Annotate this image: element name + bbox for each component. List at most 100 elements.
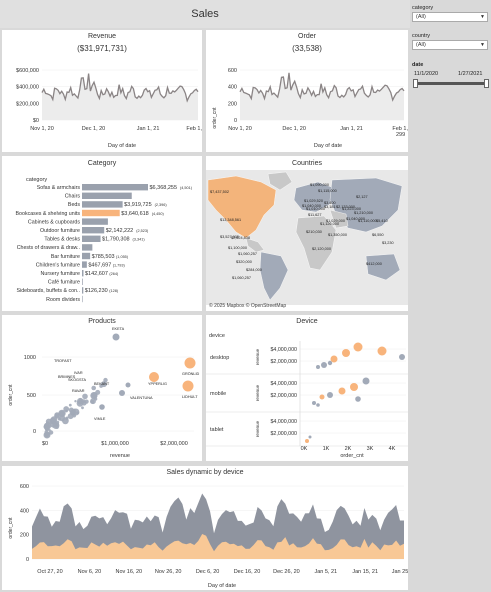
category-row-label[interactable]: Room dividers — [46, 297, 80, 303]
product-dot[interactable] — [50, 416, 58, 423]
product-dot[interactable] — [45, 421, 50, 426]
device-bubble[interactable] — [399, 354, 405, 360]
category-row-label[interactable]: Chairs — [65, 194, 81, 200]
product-dot[interactable] — [44, 427, 49, 431]
device-bubble[interactable] — [319, 394, 325, 400]
product-dot[interactable] — [125, 382, 131, 388]
category-row-label[interactable]: Beds — [68, 202, 80, 208]
product-dot[interactable] — [56, 420, 60, 424]
product-dot[interactable] — [65, 409, 68, 413]
device-bubble[interactable] — [362, 377, 370, 385]
device-bubble[interactable] — [308, 435, 312, 439]
category-bar[interactable] — [82, 287, 84, 294]
product-label: LIDHULT — [182, 395, 198, 399]
category-bar[interactable] — [82, 227, 105, 234]
product-dot[interactable] — [81, 406, 84, 410]
product-dot[interactable] — [112, 333, 120, 341]
device-bubble[interactable] — [316, 403, 320, 407]
product-dot[interactable] — [99, 404, 105, 410]
category-bar[interactable] — [82, 192, 132, 199]
category-row-label[interactable]: Café furniture — [48, 280, 80, 286]
device-row-label[interactable]: desktop — [210, 355, 229, 361]
category-bar[interactable] — [82, 278, 83, 285]
category-bar[interactable] — [82, 209, 120, 217]
category-filter-dropdown[interactable]: (All) ▼ — [412, 12, 488, 22]
product-dot[interactable] — [90, 398, 96, 405]
y-tick-label: $0 — [33, 118, 39, 124]
category-row-label[interactable]: Sideboards, buffets & con.. — [16, 288, 80, 294]
date-slider-start-handle[interactable] — [413, 79, 418, 88]
product-dot[interactable] — [82, 393, 88, 400]
product-dot[interactable] — [119, 390, 125, 396]
date-range-slider[interactable] — [416, 82, 486, 85]
product-dot[interactable] — [184, 357, 196, 369]
category-bar[interactable] — [82, 252, 91, 260]
device-bubble[interactable] — [321, 362, 327, 368]
category-bar[interactable] — [82, 218, 108, 225]
product-dot[interactable] — [63, 406, 70, 412]
category-bar-value: $467,697 — [88, 262, 111, 268]
y-tick-label: 1000 — [24, 355, 36, 361]
product-dot[interactable] — [55, 425, 59, 429]
category-bar[interactable] — [82, 244, 93, 251]
device-bubble[interactable] — [377, 346, 387, 356]
y-tick-label: 0 — [234, 118, 237, 124]
device-bubble[interactable] — [330, 355, 338, 363]
device-bubble[interactable] — [355, 396, 361, 402]
device-bubble[interactable] — [353, 342, 363, 352]
category-bar[interactable] — [82, 270, 84, 277]
product-dot[interactable] — [182, 380, 194, 392]
product-dot[interactable] — [100, 381, 107, 388]
product-dot[interactable] — [44, 432, 49, 437]
x-tick-label: Nov 1, 20 — [30, 126, 54, 132]
category-row-label[interactable]: Bar furniture — [51, 254, 80, 260]
category-row-label[interactable]: Cabinets & cupboards — [28, 219, 80, 225]
product-dot[interactable] — [58, 409, 66, 418]
category-row-label[interactable]: Sofas & armchairs — [37, 185, 81, 191]
map-central-america — [245, 237, 265, 253]
device-bubble[interactable] — [338, 387, 346, 395]
product-dot[interactable] — [91, 385, 96, 391]
map-europe — [293, 181, 335, 213]
category-bar[interactable] — [82, 201, 123, 208]
device-bubble[interactable] — [327, 360, 333, 366]
device-bubble[interactable] — [316, 365, 320, 369]
category-row-label[interactable]: Children's furniture — [36, 262, 80, 268]
category-bar[interactable] — [82, 295, 83, 303]
order-chart: 600 400 200 0 Nov 1, 20 Dec 1, 20 Jan 1, 21 Fe… — [212, 68, 408, 149]
category-row-label[interactable]: Chests of drawers & draw.. — [17, 245, 80, 251]
country-filter-dropdown[interactable]: (All) ▼ — [412, 40, 488, 50]
device-row-label[interactable]: tablet — [210, 427, 224, 433]
y-tick-label: 400 — [228, 85, 237, 91]
map-middle-east — [329, 209, 349, 229]
product-dot[interactable] — [72, 408, 80, 416]
device-bubble[interactable] — [312, 401, 316, 405]
category-bar-count: (4,450) — [152, 212, 165, 216]
product-dot[interactable] — [65, 416, 69, 420]
product-dot[interactable] — [103, 377, 108, 383]
category-row-label[interactable]: Bookcases & shelving units — [16, 211, 81, 217]
product-dot[interactable] — [149, 372, 159, 382]
device-panel: Device device desktop revenue $4,000,000 $2… — [206, 315, 408, 461]
date-slider-end-handle[interactable] — [484, 79, 489, 88]
category-row-label[interactable]: Nursery furniture — [41, 271, 80, 277]
product-label: TROFAST — [54, 359, 72, 363]
device-row-label[interactable]: mobile — [210, 391, 226, 397]
device-bubble[interactable] — [305, 439, 309, 443]
device-bubble[interactable] — [327, 392, 333, 398]
product-dot[interactable] — [68, 403, 72, 407]
product-dot[interactable] — [67, 413, 74, 420]
product-dot[interactable] — [81, 400, 87, 406]
category-row-label[interactable]: Outdoor furniture — [40, 228, 80, 234]
device-bubble[interactable] — [342, 349, 350, 357]
category-bar[interactable] — [82, 235, 101, 242]
device-bubble[interactable] — [350, 383, 358, 391]
country-value-label: $1,040,000 — [346, 217, 365, 221]
product-dot[interactable] — [79, 398, 82, 402]
product-dot[interactable] — [57, 417, 62, 421]
world-map[interactable]: $7,437,502 $13,348,561 $3,527,905$2,624,83… — [206, 170, 408, 305]
category-row-label[interactable]: Tables & desks — [44, 237, 80, 243]
category-bar[interactable] — [82, 184, 148, 191]
product-dot[interactable] — [74, 400, 77, 403]
category-bar[interactable] — [82, 261, 87, 268]
